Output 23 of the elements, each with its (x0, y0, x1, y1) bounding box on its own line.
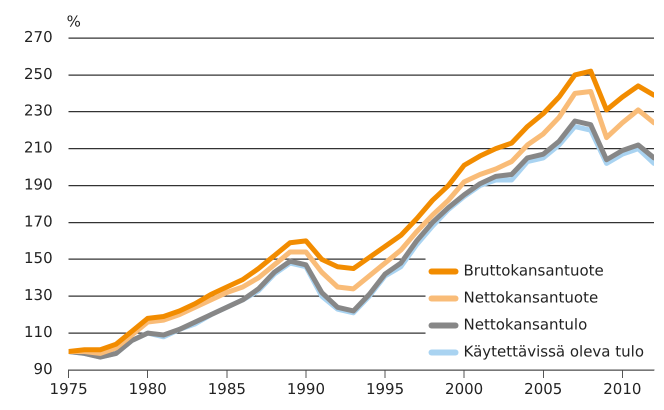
legend-label: Bruttokansantuote (464, 261, 604, 280)
x-tick-label: 1990 (286, 380, 326, 398)
x-tick-label: 1980 (128, 380, 167, 398)
y-tick-label: 170 (24, 212, 53, 230)
y-tick-label: 250 (24, 64, 53, 83)
legend-label: Nettokansantulo (464, 315, 588, 334)
y-tick-label: 210 (24, 138, 53, 157)
y-tick-label: 190 (24, 175, 53, 194)
y-tick-label: 150 (24, 249, 53, 268)
x-tick-label: 2010 (603, 380, 642, 398)
y-tick-label: 90 (34, 360, 53, 378)
legend-label: Nettokansantuote (464, 288, 598, 306)
x-tick-label: 1975 (50, 380, 88, 398)
y-tick-label: 130 (24, 286, 53, 304)
y-tick-label: 270 (24, 28, 53, 46)
y-tick-label: 230 (24, 102, 53, 120)
y-tick-label: 110 (24, 323, 53, 341)
x-tick-label: 1985 (208, 380, 246, 398)
legend-label: Käytettävissä oleva tulo (464, 342, 644, 360)
x-tick-label: 2005 (524, 380, 562, 398)
x-tick-label: 2000 (445, 380, 484, 398)
y-axis-title: % (66, 12, 81, 30)
x-tick-label: 1995 (366, 380, 404, 398)
